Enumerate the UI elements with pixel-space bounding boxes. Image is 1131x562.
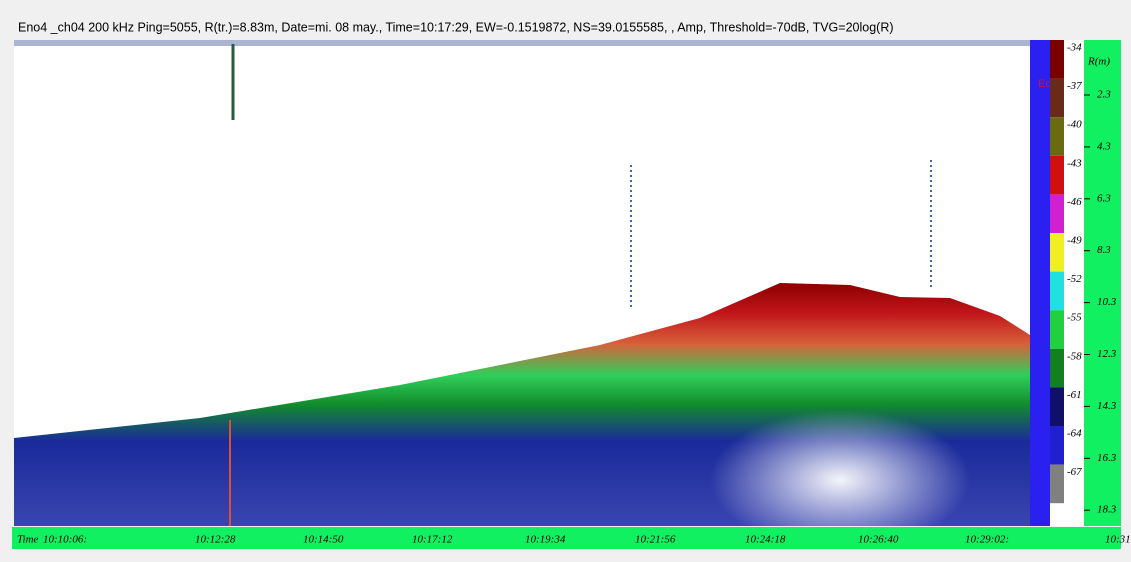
depth-label: 16.3 xyxy=(1097,452,1117,464)
depth-label: 4.3 xyxy=(1097,140,1111,152)
depth-axis-label: R(m) xyxy=(1087,56,1110,68)
time-label: 10:21:56 xyxy=(635,534,676,546)
scale-swatch xyxy=(1050,117,1064,156)
title-bar: Eno4 _ch04 200 kHz Ping=5055, R(tr.)=8.8… xyxy=(18,20,894,34)
echogram-window: Eno4 _ch04 200 kHz Ping=5055, R(tr.)=8.8… xyxy=(0,0,1131,557)
scale-swatch xyxy=(1050,79,1064,118)
scale-swatch xyxy=(1050,349,1064,388)
scale-label: -52 xyxy=(1067,273,1082,285)
depth-label: 18.3 xyxy=(1097,504,1117,516)
scale-swatch xyxy=(1050,310,1064,349)
scale-label: -58 xyxy=(1067,350,1082,362)
time-label: 10:17:12 xyxy=(412,534,453,546)
scale-swatch xyxy=(1050,426,1064,465)
depth-label: 12.3 xyxy=(1097,348,1117,360)
scale-swatch xyxy=(1050,272,1064,311)
scale-swatch xyxy=(1050,465,1064,504)
depth-label: 14.3 xyxy=(1097,400,1117,412)
surface-noise xyxy=(14,40,1030,46)
scale-label: -43 xyxy=(1067,157,1082,169)
time-bar xyxy=(12,527,1121,549)
depth-label: 2.3 xyxy=(1097,89,1111,101)
time-axis-label: Time xyxy=(17,534,39,546)
scale-label: -64 xyxy=(1067,428,1082,440)
app: Eno4 _ch04 200 kHz Ping=5055, R(tr.)=8.8… xyxy=(0,0,1131,557)
scale-overlay: Ec xyxy=(1038,78,1051,90)
scale-label: -34 xyxy=(1067,42,1082,54)
time-label: 10:26:40 xyxy=(858,534,899,546)
scale-label: -46 xyxy=(1067,196,1082,208)
scale-swatch xyxy=(1050,233,1064,272)
time-label: 10:14:50 xyxy=(303,534,344,546)
time-label: 10:24:18 xyxy=(745,534,786,546)
scale-swatch xyxy=(1050,387,1064,426)
scale-label: -61 xyxy=(1067,389,1082,401)
scale-swatch xyxy=(1050,40,1064,79)
scale-label: -49 xyxy=(1067,235,1082,247)
time-label: 10:31 xyxy=(1105,534,1131,546)
depth-label: 10.3 xyxy=(1097,296,1117,308)
time-label: 10:10:06: xyxy=(43,534,87,546)
scale-label: -67 xyxy=(1067,466,1082,478)
scale-label: -37 xyxy=(1067,80,1082,92)
scale-swatch xyxy=(1050,194,1064,233)
depth-label: 6.3 xyxy=(1097,192,1111,204)
depth-label: 8.3 xyxy=(1097,244,1111,256)
scale-label: -40 xyxy=(1067,119,1082,131)
scale-swatch xyxy=(1050,156,1064,195)
time-label: 10:29:02: xyxy=(965,534,1009,546)
blue-bar xyxy=(1030,40,1050,526)
time-label: 10:12:28 xyxy=(195,534,236,546)
color-scale: -34 -37 -40 -43 -46 -49 -52 -55 -58 -61 -64 -67 xyxy=(1050,40,1084,526)
scale-label: -55 xyxy=(1067,312,1082,324)
time-label: 10:19:34 xyxy=(525,534,566,546)
